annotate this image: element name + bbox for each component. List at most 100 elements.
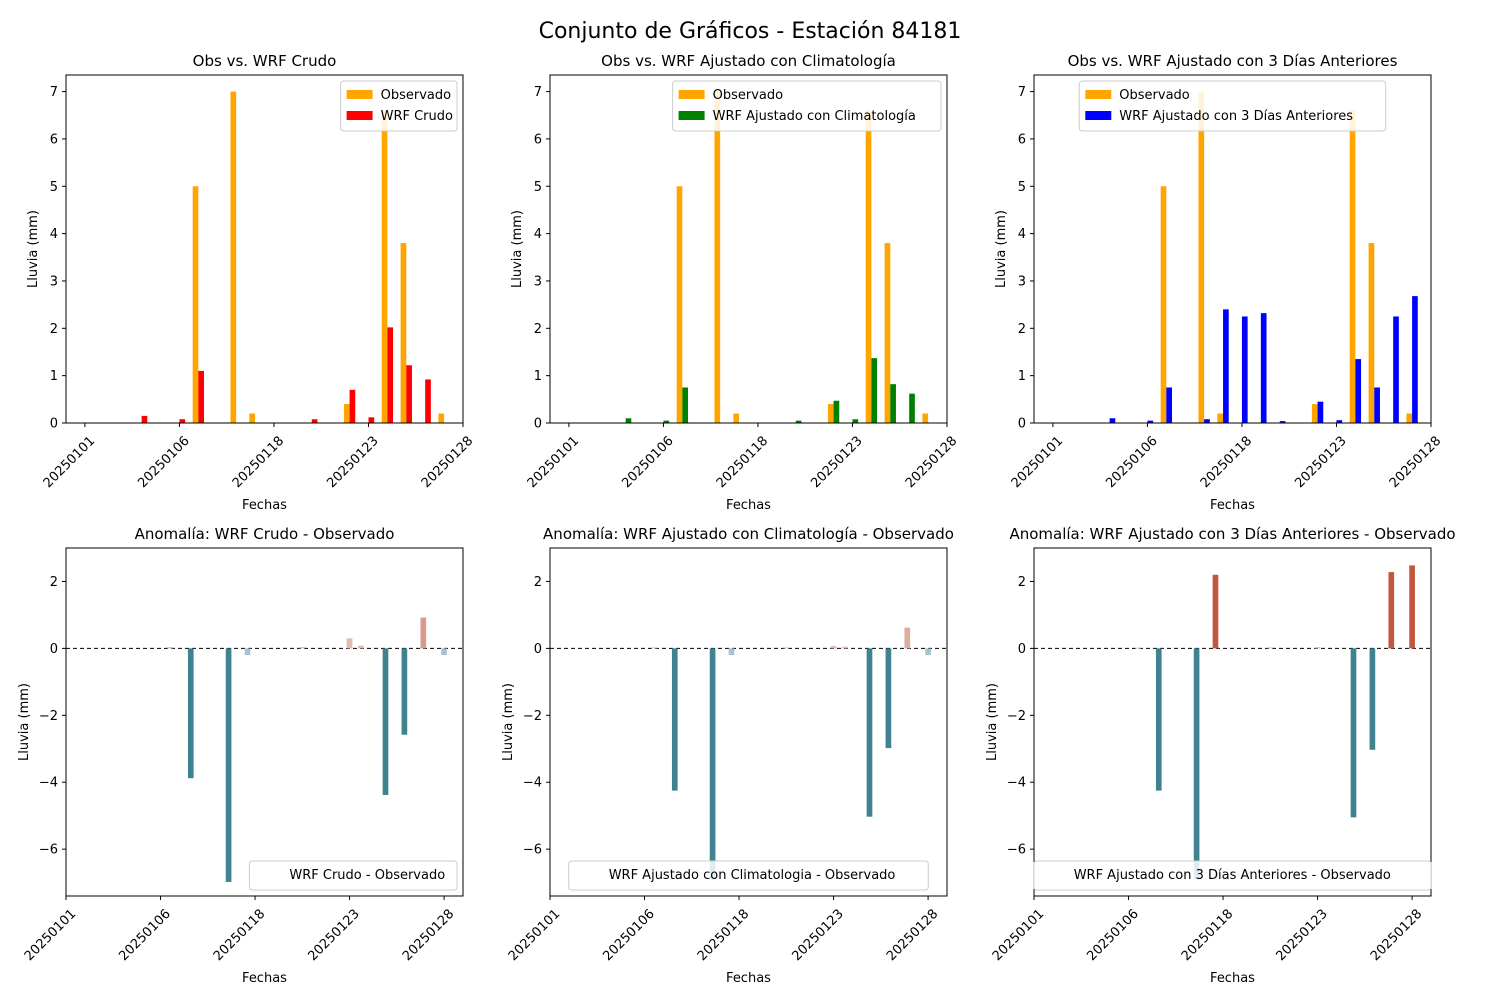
bar [1350,648,1357,818]
x-axis-label: Fechas [242,971,287,986]
bar [909,393,915,423]
y-tick-label: 3 [50,274,58,289]
axes-frame [1033,74,1432,424]
bar [1412,296,1418,423]
series-observado [676,91,929,424]
chart-panel-1: Obs vs. WRF Crudo 0 1 2 3 4 5 6 7 20250101 2025010… [26,52,476,513]
bar [225,648,232,882]
bar [1155,648,1162,791]
bar [346,638,353,649]
bar [830,646,837,649]
legend: Observado WRF Ajustado con Climatología [672,80,942,132]
bar [406,365,412,423]
x-tick-label: 20250118 [714,434,771,491]
bar [682,387,689,423]
bar [299,647,306,649]
bar [425,379,431,423]
legend-label: WRF Crudo [381,109,453,124]
x-tick-label: 20250106 [1084,907,1141,964]
legend-box [1033,860,1432,891]
x-axis-label: Fechas [726,971,771,986]
y-tick-label: 2 [534,322,542,337]
bar [1374,387,1380,423]
y-tick-label: 4 [534,227,542,242]
y-tick-label: 1 [534,369,542,384]
bar [1267,647,1274,649]
y-tick-label: 5 [50,180,58,195]
chart-title: Obs vs. WRF Ajustado con Climatología [601,52,896,70]
legend-swatch [678,90,705,99]
bar [1317,401,1324,423]
bar [1109,418,1116,423]
x-tick-label: 20250101 [22,907,79,964]
bar [401,648,408,735]
legend-label: WRF Ajustado con Climatología [713,109,916,124]
y-tick-label: 7 [534,85,542,100]
bar [671,648,678,791]
y-tick-label: −2 [39,709,58,724]
y-axis-label: Lluvia (mm) [510,210,525,288]
legend-swatch [678,111,705,120]
figure-title: Conjunto de Gráficos - Estación 84181 [539,19,962,44]
chart-panel-2: Obs vs. WRF Ajustado con Climatología 0 1 2… [510,52,960,513]
y-axis-label: Lluvia (mm) [17,683,32,761]
axes-frame [65,74,464,424]
y-tick-label: 2 [1018,322,1026,337]
legend: WRF Crudo - Observado [248,860,458,891]
bar [1212,574,1219,649]
x-tick-label: 20250106 [116,907,173,964]
x-tick-label: 20250106 [1103,434,1160,491]
bar [420,617,427,649]
legend-label: WRF Ajustado con 3 Días Anteriores - Obs… [1074,868,1391,883]
bar [783,647,790,649]
legend-swatch [346,111,373,120]
bar [625,418,632,423]
bar [714,91,721,424]
axes-frame [549,547,948,897]
x-axis-label: Fechas [726,498,771,513]
x-tick-label: 20250118 [211,907,268,964]
legend-label: WRF Ajustado con 3 Días Anteriores [1119,109,1353,124]
legend-label: Observado [713,88,784,103]
x-tick-label: 20250128 [419,434,476,491]
series-wrf-ajustado-con-climatologia-observado [651,627,931,880]
bar [249,413,256,423]
y-axis-label: Lluvia (mm) [501,683,516,761]
x-tick-label: 20250123 [1292,434,1349,491]
bar [1147,420,1154,423]
y-tick-label: −4 [39,776,58,791]
y-tick-label: 6 [534,132,542,147]
bar [438,413,445,423]
y-tick-label: 2 [1018,575,1026,590]
x-tick-label: 20250101 [506,907,563,964]
x-tick-label: 20250128 [903,434,960,491]
legend-label: WRF Crudo - Observado [289,868,445,883]
x-tick-label: 20250128 [1387,434,1444,491]
bar [1279,421,1286,423]
legend-label: Observado [381,88,452,103]
bar [651,647,657,649]
series-wrf-crudo [141,327,431,423]
legend-box [672,80,942,132]
bar [198,370,205,423]
chart-title: Obs vs. WRF Ajustado con 3 Días Anterior… [1068,52,1398,70]
y-axis-label: Lluvia (mm) [26,210,41,288]
bar [1166,387,1173,423]
bar [884,243,891,423]
y-tick-label: 0 [1018,417,1026,432]
x-axis-label: Fechas [1210,498,1255,513]
bar [1193,648,1200,880]
bar [400,243,407,423]
bar [1204,419,1210,423]
bar [885,648,892,749]
y-tick-label: −6 [39,843,58,858]
bar [676,186,683,423]
x-tick-label: 20250101 [41,434,98,491]
y-tick-label: 4 [1018,227,1026,242]
series-observado [192,91,445,424]
bar [381,110,388,424]
y-tick-label: 6 [50,132,58,147]
bar [1260,313,1267,423]
legend-swatch [1085,111,1112,120]
